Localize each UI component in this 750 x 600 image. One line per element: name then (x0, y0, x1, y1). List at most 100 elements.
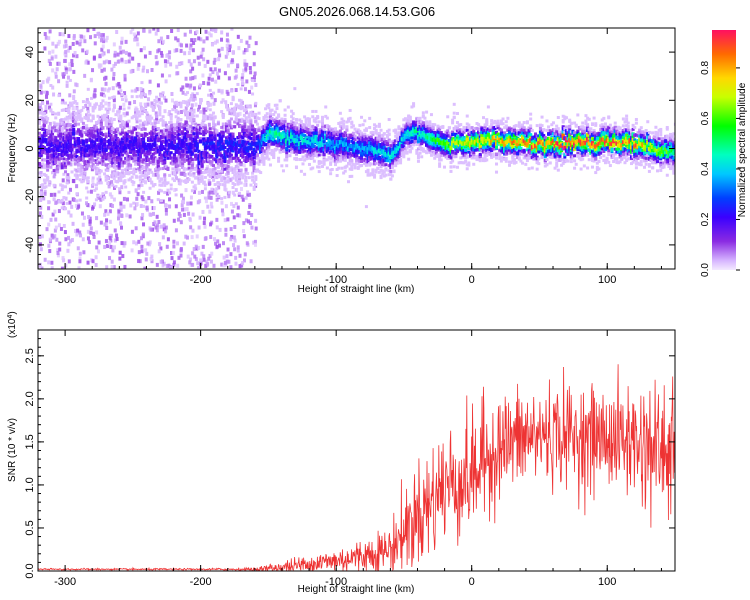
spectrogram-cell (202, 132, 206, 136)
spectrogram-cell (111, 138, 115, 142)
spectrogram-ridge-cell (225, 140, 229, 145)
spectrogram-cell (129, 150, 133, 154)
spectrogram-cell (200, 189, 204, 194)
spectrogram-cell (249, 120, 253, 124)
spectrogram-cell (237, 192, 241, 197)
spectrogram-cell (290, 150, 294, 154)
spectrogram-cell (90, 96, 94, 100)
spectrogram-cell (98, 53, 102, 58)
spectrogram-cell (221, 175, 225, 179)
spectrogram-cell (182, 153, 186, 157)
spectrogram-cell (192, 247, 196, 252)
spectrogram-cell (179, 139, 183, 143)
spectrogram-cell (153, 183, 157, 187)
spectrogram-cell (88, 132, 92, 136)
spectrogram-cell (189, 124, 193, 128)
spectrogram-cell (194, 244, 198, 249)
spectrogram-cell (270, 134, 274, 138)
spectrogram-cell (186, 179, 190, 183)
spectrogram-cell (125, 152, 129, 156)
spectrogram-cell (57, 141, 61, 145)
spectrogram-cell (213, 67, 217, 72)
spectrogram-cell (164, 79, 168, 84)
spectrogram-cell (237, 118, 241, 123)
spectrogram-cell (194, 176, 198, 180)
spectrogram-cell (99, 158, 103, 162)
spectrogram-cell (112, 177, 116, 181)
spectrogram-cell (164, 165, 168, 169)
spectrogram-cell (334, 163, 338, 167)
spectrogram-cell (215, 160, 219, 164)
spectrogram-cell (233, 238, 237, 243)
spectrogram-cell (141, 68, 145, 73)
spectrogram-cell (85, 167, 89, 171)
spectrogram-cell (158, 156, 162, 160)
spectrogram-cell (125, 167, 129, 172)
spectrogram-cell (136, 31, 140, 36)
spectrogram-cell (120, 93, 124, 97)
spectrogram-cell (88, 137, 92, 141)
spectrogram-cell (252, 136, 256, 140)
spectrogram-cell (91, 114, 95, 118)
spectrogram-cell (122, 120, 126, 124)
spectrogram-cell (199, 101, 203, 105)
spectrogram-cell (172, 239, 176, 244)
spectrogram-cell (244, 160, 248, 164)
spectrogram-cell (112, 117, 116, 121)
spectrogram-cell (43, 32, 47, 37)
spectrogram-cell (68, 140, 72, 144)
spectrogram-cell (264, 156, 268, 160)
spectrogram-cell (67, 109, 71, 113)
spectrogram-cell (140, 244, 144, 249)
spectrogram-cell (294, 118, 298, 122)
spectrogram-cell (88, 151, 92, 155)
spectrogram-cell (86, 153, 90, 157)
spectrogram-cell (101, 159, 105, 163)
spectrogram-cell (195, 170, 199, 174)
spectrogram-cell (242, 113, 246, 117)
spectrogram-cell (174, 36, 178, 41)
spectrogram-cell (314, 139, 318, 143)
spectrogram-cell (189, 157, 193, 161)
spectrogram-cell (246, 153, 250, 157)
spectrogram-ridge-cell (251, 140, 255, 145)
spectrogram-cell (150, 116, 154, 120)
spectrogram-cell (226, 91, 230, 96)
spectrogram-cell (236, 171, 240, 175)
spectrogram-cell (229, 166, 233, 170)
spectrogram-cell (59, 148, 63, 152)
spectrogram-cell (187, 178, 191, 182)
spectrogram-cell (142, 65, 146, 70)
spectrogram-cell (329, 172, 333, 176)
spectrogram-ridge-cell (39, 147, 43, 152)
spectrogram-cell (220, 37, 224, 42)
spectrogram-ridge-cell (179, 142, 183, 147)
spectrogram-cell (48, 237, 52, 242)
spectrogram-cell (183, 172, 187, 177)
spectrogram-ridge-cell (239, 143, 243, 148)
spectrogram-cell (220, 164, 224, 168)
spectrogram-cell (174, 115, 178, 119)
spectrogram-cell (45, 100, 49, 105)
spectrogram-cell (135, 175, 139, 179)
spectrogram-cell (110, 119, 114, 124)
spectrogram-cell (93, 152, 97, 156)
spectrogram-cell (63, 230, 67, 235)
spectrogram-cell (151, 184, 155, 188)
spectrogram-cell (82, 250, 86, 255)
spectrogram-cell (335, 156, 339, 160)
spectrogram-cell (42, 128, 46, 132)
spectrogram-cell (320, 115, 324, 119)
spectrogram-cell (234, 159, 238, 163)
spectrogram-cell (150, 130, 154, 134)
spectrogram-cell (46, 143, 50, 147)
spectrogram-cell (184, 138, 188, 142)
spectrogram-cell (255, 147, 259, 151)
spectrogram-cell (177, 126, 181, 130)
spectrogram-cell (324, 145, 328, 149)
spectrogram-cell (56, 253, 60, 258)
spectrogram-cell (63, 58, 67, 63)
spectrogram-cell (252, 139, 256, 143)
spectrogram-cell (159, 156, 163, 160)
spectrogram-cell (154, 31, 158, 36)
